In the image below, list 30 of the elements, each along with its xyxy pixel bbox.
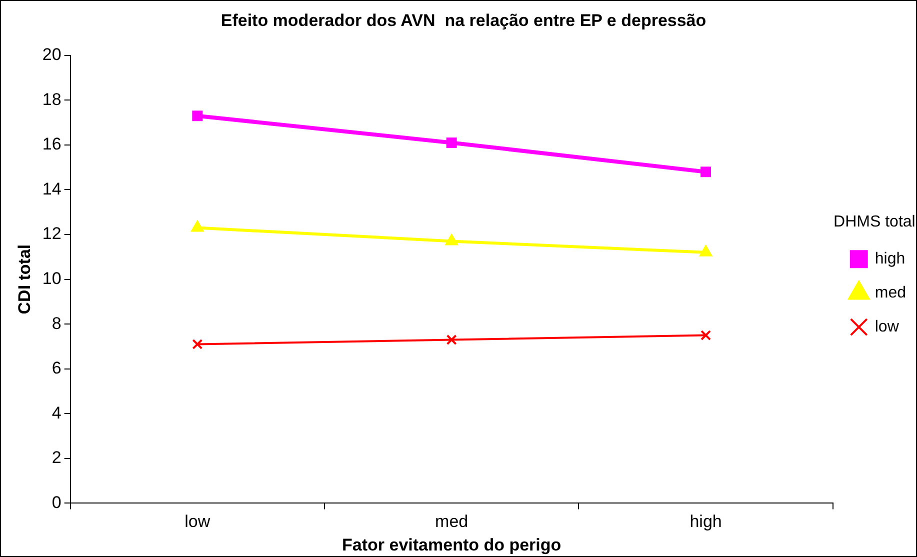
legend-label: high [874, 250, 906, 268]
legend-label: med [874, 284, 906, 302]
y-axis-title: CDI total [14, 244, 34, 314]
y-tick-label: 20 [42, 45, 62, 64]
y-tick-label: 18 [42, 90, 62, 109]
y-tick-label: 4 [52, 403, 62, 422]
y-tick-label: 14 [42, 179, 62, 198]
point [192, 110, 203, 122]
point [700, 166, 712, 178]
chart-title: Efeito moderador dos AVN na relação entre EP e depressão [220, 10, 706, 30]
x-tick-label: med [435, 512, 468, 532]
point [700, 245, 712, 256]
x-tick-label: low [184, 512, 211, 532]
y-tick-label: 6 [52, 358, 62, 378]
legend-label: low [874, 318, 900, 336]
point [446, 334, 457, 345]
point [445, 234, 458, 246]
point [192, 338, 203, 350]
y-tick-label: 12 [42, 224, 62, 244]
y-tick-label: 0 [52, 492, 62, 512]
y-tick-label: 16 [42, 134, 62, 154]
x-tick-label: high [690, 512, 722, 532]
y-tick-label: 10 [42, 268, 62, 288]
point [700, 330, 712, 341]
y-tick-label: 8 [52, 314, 62, 333]
point [191, 220, 204, 232]
point [446, 137, 457, 148]
x-axis-title: Fator evitamento do perigo [342, 535, 562, 554]
legend-title: DHMS total [834, 213, 916, 230]
y-tick-label: 2 [52, 448, 62, 468]
